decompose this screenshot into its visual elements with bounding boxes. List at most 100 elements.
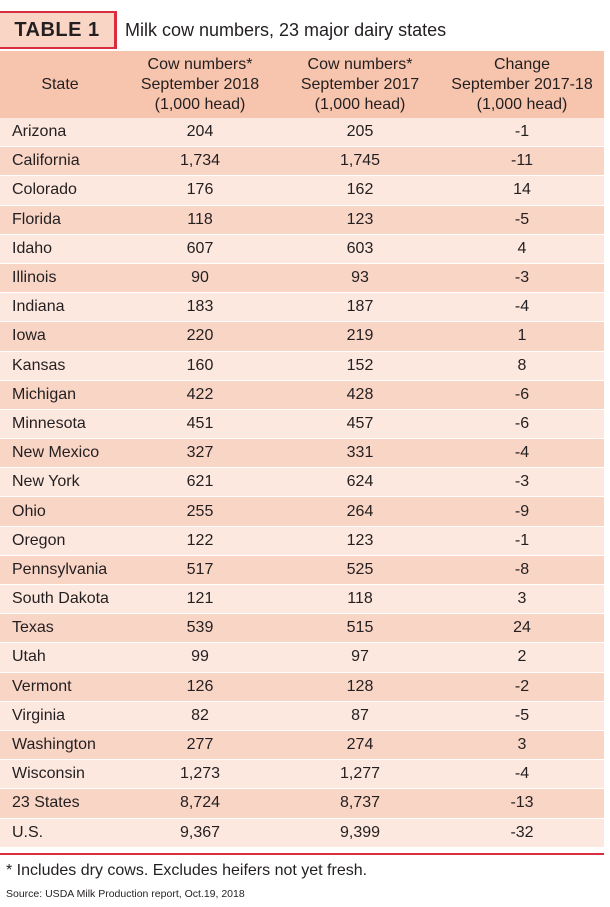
cell-sept-2018: 8,724 xyxy=(179,794,221,812)
cell-state: South Dakota xyxy=(12,590,109,608)
cell-change: -9 xyxy=(514,502,530,520)
table-row: Kansas 160 152 8 xyxy=(0,351,604,381)
cell-state: Florida xyxy=(12,210,61,228)
cell-state: Wisconsin xyxy=(12,765,85,783)
cell-change: -3 xyxy=(514,473,530,491)
cell-state: Michigan xyxy=(12,385,77,403)
cell-sept-2018: 220 xyxy=(186,327,214,345)
cell-sept-2018: 126 xyxy=(186,677,214,695)
cell-state: Utah xyxy=(12,648,46,666)
header-state: State xyxy=(0,51,120,118)
cell-sept-2018: 122 xyxy=(186,531,214,549)
cell-sept-2018: 451 xyxy=(186,414,214,432)
table-row: Colorado 176 162 14 xyxy=(0,176,604,206)
cell-change: -1 xyxy=(514,531,530,549)
table-row: Iowa 220 219 1 xyxy=(0,322,604,352)
header-change: Change September 2017-18 (1,000 head) xyxy=(440,51,604,118)
cell-sept-2017: 205 xyxy=(346,123,374,141)
header-line: Cow numbers* xyxy=(307,55,413,73)
cell-state: Oregon xyxy=(12,531,66,549)
cell-change: -6 xyxy=(514,414,530,432)
cell-change: -2 xyxy=(514,677,530,695)
cell-state: California xyxy=(12,152,80,170)
cell-state: Minnesota xyxy=(12,414,86,432)
cell-change: 1 xyxy=(517,327,527,345)
cell-sept-2017: 162 xyxy=(346,181,374,199)
table-row: 23 States 8,724 8,737 -13 xyxy=(0,789,604,819)
cell-state: New York xyxy=(12,473,80,491)
cell-state: Idaho xyxy=(12,239,53,257)
table-label: TABLE 1 xyxy=(0,11,114,49)
cell-sept-2017: 1,277 xyxy=(339,765,381,783)
cell-state: Texas xyxy=(12,619,54,637)
table-row: Illinois 90 93 -3 xyxy=(0,263,604,294)
header-line: (1,000 head) xyxy=(154,95,246,113)
cell-sept-2017: 93 xyxy=(351,269,369,287)
cell-sept-2017: 457 xyxy=(346,414,374,432)
table-row: Indiana 183 187 -4 xyxy=(0,293,604,323)
header-line: Cow numbers* xyxy=(147,55,253,73)
cell-sept-2017: 97 xyxy=(351,648,369,666)
header-line: September 2018 xyxy=(140,75,260,93)
cell-change: -5 xyxy=(514,706,530,724)
table-row: California 1,734 1,745 -11 xyxy=(0,147,604,177)
cell-state: Illinois xyxy=(12,269,57,287)
cell-change: -4 xyxy=(514,444,530,462)
cell-sept-2017: 123 xyxy=(346,210,374,228)
cell-sept-2017: 264 xyxy=(346,502,374,520)
cell-sept-2018: 121 xyxy=(186,590,214,608)
cell-sept-2017: 624 xyxy=(346,473,374,491)
cell-change: -11 xyxy=(511,152,533,170)
table-row: South Dakota 121 118 3 xyxy=(0,585,604,615)
cell-sept-2017: 525 xyxy=(346,560,374,578)
table-row: Florida 118 123 -5 xyxy=(0,205,604,235)
table-row: Washington 277 274 3 xyxy=(0,730,604,761)
cell-sept-2018: 1,734 xyxy=(179,152,221,170)
title-divider xyxy=(114,11,117,49)
cell-change: -13 xyxy=(510,794,534,812)
cell-sept-2017: 123 xyxy=(346,531,374,549)
cell-change: 2 xyxy=(517,648,527,666)
cell-sept-2017: 219 xyxy=(346,327,374,345)
cell-change: -3 xyxy=(514,269,530,287)
cell-sept-2018: 118 xyxy=(187,210,213,228)
cell-state: Ohio xyxy=(12,502,46,520)
footnote: * Includes dry cows. Excludes heifers no… xyxy=(6,862,368,879)
cell-change: 4 xyxy=(517,239,527,257)
cell-sept-2017: 331 xyxy=(346,444,374,462)
cell-sept-2018: 99 xyxy=(191,648,209,666)
header-line: (1,000 head) xyxy=(476,95,568,113)
table-row: Pennsylvania 517 525 -8 xyxy=(0,555,604,585)
title-bar: TABLE 1 Milk cow numbers, 23 major dairy… xyxy=(0,11,604,49)
cell-sept-2017: 1,745 xyxy=(339,152,381,170)
cell-state: Arizona xyxy=(12,123,67,141)
table-row: Texas 539 515 24 xyxy=(0,614,604,644)
cell-sept-2017: 118 xyxy=(347,590,373,608)
cell-sept-2018: 277 xyxy=(186,736,214,754)
cell-state: Indiana xyxy=(12,298,65,316)
table-title: Milk cow numbers, 23 major dairy states xyxy=(125,19,447,40)
table-row: Utah 99 97 2 xyxy=(0,643,604,673)
cell-sept-2017: 128 xyxy=(346,677,374,695)
cell-sept-2018: 204 xyxy=(186,123,214,141)
table-row: Vermont 126 128 -2 xyxy=(0,672,604,702)
cell-state: Pennsylvania xyxy=(12,560,108,578)
cell-sept-2018: 539 xyxy=(186,619,214,637)
cell-state: Washington xyxy=(12,736,96,754)
cell-change: -8 xyxy=(514,560,530,578)
cell-change: -5 xyxy=(514,210,530,228)
cell-sept-2018: 160 xyxy=(186,356,214,374)
cell-state: Kansas xyxy=(12,356,66,374)
cell-sept-2017: 603 xyxy=(346,239,374,257)
cell-sept-2018: 9,367 xyxy=(179,823,221,841)
header-line: Change xyxy=(493,55,551,73)
table-row: Arizona 204 205 -1 xyxy=(0,118,604,148)
cell-sept-2017: 87 xyxy=(351,706,369,724)
cell-sept-2017: 428 xyxy=(346,385,374,403)
cell-sept-2018: 183 xyxy=(186,298,214,316)
cell-sept-2017: 9,399 xyxy=(339,823,381,841)
table-header-row: State Cow numbers* September 2018 (1,000… xyxy=(0,51,604,118)
cell-sept-2018: 607 xyxy=(186,239,214,257)
cell-sept-2018: 82 xyxy=(191,706,209,724)
header-cows-2018: Cow numbers* September 2018 (1,000 head) xyxy=(120,51,280,118)
